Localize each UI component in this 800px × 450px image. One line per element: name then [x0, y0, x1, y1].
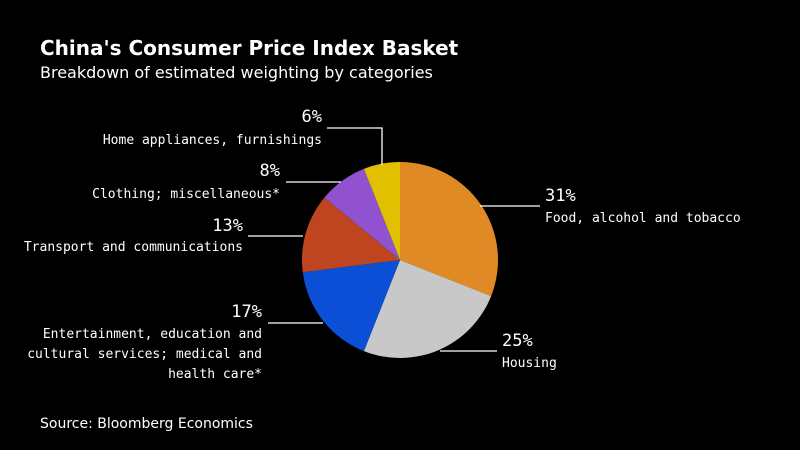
- slice-value-label-home-appliances-furnishings: 6%: [302, 107, 322, 127]
- slice-value-label-food-alcohol-tobacco: 31%: [545, 186, 576, 206]
- pie-slice-clothing-miscellaneous: [324, 168, 400, 260]
- slice-category-label-housing: Housing: [502, 356, 557, 371]
- leader-line-home-appliances-furnishings: [327, 127, 383, 165]
- slice-value-label-entertainment-education-medical: 17%: [231, 302, 262, 322]
- pie-slice-housing: [363, 260, 492, 359]
- leader-lines: [248, 127, 540, 352]
- slice-category-label-home-appliances-furnishings: Home appliances, furnishings: [103, 133, 322, 148]
- pie-slices: [301, 162, 499, 359]
- slice-value-label-housing: 25%: [502, 331, 533, 351]
- chart-subtitle: Breakdown of estimated weighting by cate…: [40, 63, 433, 82]
- slice-category-label-food-alcohol-tobacco: Food, alcohol and tobacco: [545, 211, 741, 226]
- slice-category-label-entertainment-education-medical: Entertainment, education and: [43, 327, 262, 342]
- chart-title: China's Consumer Price Index Basket: [40, 36, 459, 60]
- slice-value-label-clothing-miscellaneous: 8%: [260, 161, 280, 181]
- slice-category-label-clothing-miscellaneous: Clothing; miscellaneous*: [92, 187, 280, 202]
- pie-slice-entertainment-education-medical: [302, 260, 400, 352]
- slice-category-label-entertainment-education-medical: health care*: [168, 367, 262, 382]
- slice-labels: 31% Food, alcohol and tobacco 25% Housing 17…: [24, 107, 741, 382]
- slice-value-label-transport-communications: 13%: [212, 216, 243, 236]
- slice-category-label-transport-communications: Transport and communications: [24, 240, 243, 255]
- pie-slice-food-alcohol-tobacco: [400, 162, 499, 297]
- pie-slice-home-appliances-furnishings: [363, 162, 400, 260]
- source-note: Source: Bloomberg Economics: [40, 416, 253, 432]
- slice-category-label-entertainment-education-medical: cultural services; medical and: [27, 347, 262, 362]
- pie-slice-transport-communications: [301, 197, 400, 273]
